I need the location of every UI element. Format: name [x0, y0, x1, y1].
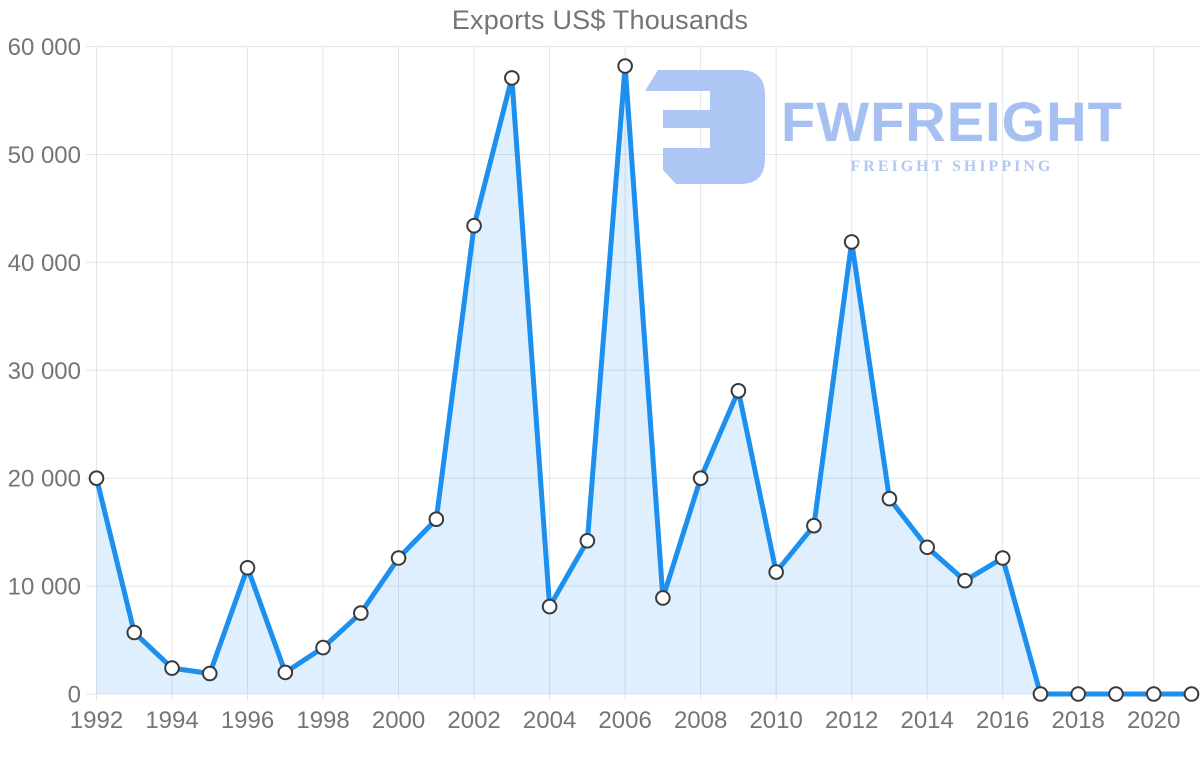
y-tick-label: 20 000 — [8, 466, 81, 493]
data-point-marker[interactable] — [994, 550, 1011, 566]
data-point-marker[interactable] — [843, 234, 860, 250]
x-tick-label: 1994 — [145, 707, 198, 734]
data-point-marker[interactable] — [428, 511, 445, 528]
data-point-marker[interactable] — [655, 590, 671, 606]
data-point-marker[interactable] — [201, 665, 218, 682]
data-point-marker[interactable] — [1070, 686, 1087, 702]
x-tick-label: 2000 — [372, 707, 425, 734]
data-point-marker[interactable] — [730, 383, 747, 399]
data-point-marker[interactable] — [239, 559, 256, 576]
chart-title: Exports US$ Thousands — [451, 5, 749, 35]
x-tick-label: 2006 — [598, 707, 651, 734]
data-point-marker[interactable] — [579, 532, 596, 549]
data-point-marker[interactable] — [806, 517, 822, 534]
data-point-marker[interactable] — [277, 664, 294, 681]
data-point-marker[interactable] — [541, 598, 558, 615]
data-point-marker[interactable] — [1032, 686, 1049, 702]
data-point-marker[interactable] — [1108, 686, 1124, 702]
y-tick-label: 40 000 — [8, 250, 81, 277]
x-tick-label: 2002 — [447, 707, 500, 734]
data-point-marker[interactable] — [919, 539, 935, 556]
data-point-marker[interactable] — [617, 58, 633, 74]
data-point-marker[interactable] — [353, 605, 369, 621]
y-tick-label: 50 000 — [8, 142, 81, 169]
x-tick-label: 2012 — [825, 707, 878, 734]
x-tick-label: 1998 — [296, 707, 349, 734]
y-tick-label: 10 000 — [8, 574, 81, 601]
x-tick-label: 2016 — [976, 707, 1029, 734]
data-point-marker[interactable] — [466, 217, 482, 234]
x-tick-label: 2008 — [674, 707, 727, 734]
x-tick-label: 1992 — [70, 707, 123, 734]
data-point-marker[interactable] — [692, 470, 709, 487]
data-point-marker[interactable] — [768, 564, 784, 580]
data-point-marker[interactable] — [164, 660, 180, 676]
y-tick-label: 0 — [68, 682, 81, 709]
data-point-marker[interactable] — [881, 490, 898, 507]
data-point-marker[interactable] — [1145, 686, 1162, 702]
data-point-marker[interactable] — [88, 470, 105, 487]
y-tick-label: 30 000 — [8, 358, 81, 385]
x-tick-label: 2018 — [1052, 707, 1105, 734]
x-tick-label: 2020 — [1127, 707, 1180, 734]
x-tick-label: 2004 — [523, 707, 576, 734]
data-point-marker[interactable] — [126, 624, 143, 641]
data-point-marker[interactable] — [957, 572, 973, 589]
data-point-marker[interactable] — [390, 550, 407, 566]
x-tick-label: 2010 — [749, 707, 802, 734]
data-point-marker[interactable] — [315, 639, 331, 656]
x-tick-label: 1996 — [221, 707, 274, 734]
data-point-marker[interactable] — [1183, 686, 1200, 702]
y-tick-label: 60 000 — [8, 34, 81, 61]
x-tick-label: 2014 — [900, 707, 953, 734]
data-line — [94, 63, 1194, 697]
data-point-marker[interactable] — [504, 70, 520, 86]
